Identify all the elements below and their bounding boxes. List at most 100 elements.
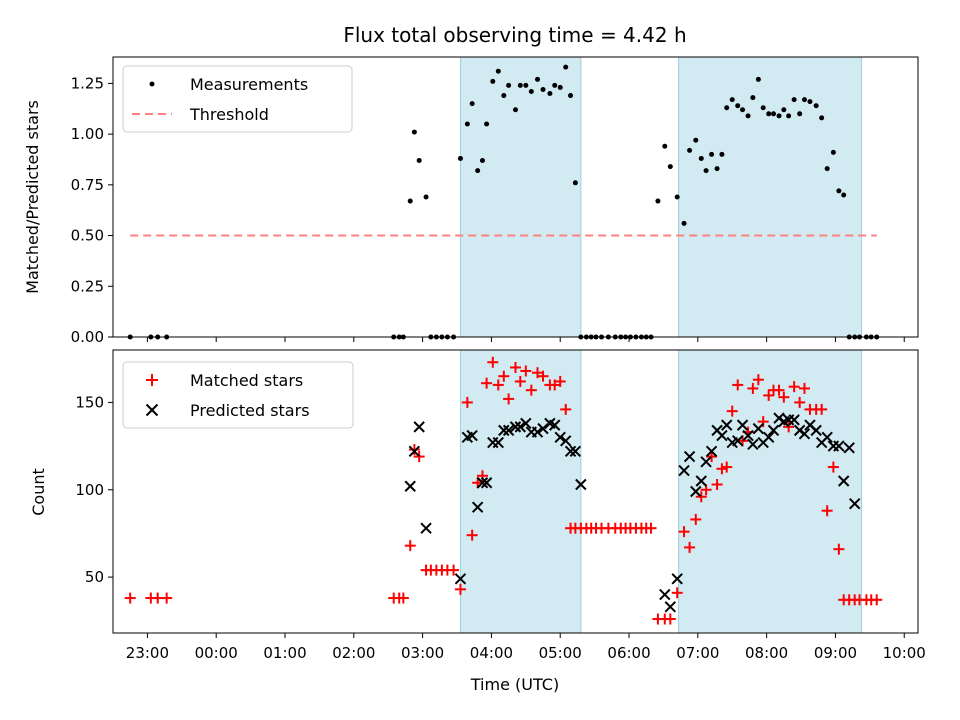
matched-star-point (695, 491, 707, 503)
y-tick-label: 0.00 (71, 328, 104, 346)
y-tick-label: 0.75 (71, 176, 104, 194)
measurement-point (693, 137, 699, 143)
measurement-point (423, 194, 429, 200)
matched-star-point (397, 592, 409, 604)
matched-star-point (487, 356, 499, 368)
matched-star-point (554, 375, 566, 387)
matched-star-point (408, 444, 420, 456)
legend-label-predicted: Predicted stars (190, 401, 310, 420)
measurement-point (750, 95, 756, 101)
predicted-star-point (732, 435, 744, 447)
measurement-point (813, 103, 819, 109)
matched-star-point (520, 365, 532, 377)
measurement-point (475, 168, 481, 174)
measurement-point (528, 88, 534, 94)
predicted-star-point (762, 431, 775, 444)
matched-star-point (816, 403, 828, 415)
predicted-star-point (476, 477, 489, 489)
matched-star-point (732, 379, 744, 391)
measurement-point (807, 99, 813, 105)
predicted-star-point (721, 419, 733, 431)
bottom-y-axis-label: Count (29, 468, 48, 516)
predicted-star-point (575, 478, 587, 491)
legend-marker-matched (146, 374, 158, 386)
measurement-point (771, 111, 777, 117)
x-tick-label: 02:00 (332, 644, 375, 662)
measurement-point (781, 107, 787, 113)
x-tick-label: 03:00 (401, 644, 444, 662)
measurement-point (464, 121, 470, 127)
measurement-point (836, 188, 842, 194)
measurement-point (791, 97, 797, 103)
predicted-star-point (678, 464, 690, 477)
measurement-point (841, 192, 847, 198)
predicted-star-point (664, 601, 677, 613)
measurement-point (703, 168, 709, 174)
measurement-point (766, 111, 772, 117)
predicted-star-point (480, 477, 493, 489)
matched-star-point (757, 416, 769, 428)
chart-title: Flux total observing time = 4.42 h (343, 23, 686, 47)
predicted-star-point (514, 421, 527, 433)
x-tick-label: 06:00 (607, 644, 650, 662)
matched-star-point (664, 613, 676, 625)
measurement-point (745, 113, 751, 119)
measurement-point (416, 157, 422, 163)
matched-star-point (684, 541, 696, 553)
matched-star-point (671, 587, 683, 599)
matched-star-point (466, 529, 478, 541)
measurement-point (729, 97, 735, 103)
matched-star-point (549, 379, 561, 391)
measurement-point (667, 164, 673, 170)
predicted-star-point (810, 424, 822, 437)
matched-star-point (690, 513, 702, 525)
measurement-point (824, 166, 830, 172)
predicted-star-point (554, 431, 566, 444)
predicted-star-point (492, 436, 505, 449)
matched-star-point (498, 370, 510, 382)
predicted-star-point (502, 424, 515, 437)
predicted-star-point (404, 480, 416, 492)
measurement-point (760, 105, 766, 111)
matched-star-point (645, 522, 657, 534)
measurement-point (490, 78, 496, 84)
bottom-legend: Matched stars Predicted stars (122, 361, 354, 429)
legend-label-measurements: Measurements (190, 75, 308, 94)
x-tick-label: 04:00 (470, 644, 513, 662)
matched-star-point (461, 396, 473, 408)
bottom-panel: 23:00 00:00 01:00 02:00 03:00 04:00 05:00 06:00… (29, 349, 926, 694)
predicted-star-point (564, 445, 577, 458)
measurement-point (411, 129, 417, 135)
top-panel-frame (112, 56, 919, 338)
predicted-star-point (520, 417, 532, 430)
matched-star-point (726, 405, 738, 417)
predicted-star-point (837, 475, 850, 487)
predicted-star-point (471, 501, 484, 513)
matched-star-point (525, 384, 537, 396)
predicted-star-point (413, 421, 425, 433)
matched-star-point (821, 505, 833, 517)
predicted-star-point (549, 419, 561, 431)
legend-label-matched: Matched stars (190, 371, 303, 390)
predicted-star-point (736, 419, 749, 431)
x-tick-label: 23:00 (126, 644, 169, 662)
predicted-star-point (408, 445, 421, 458)
predicted-star-point (531, 426, 544, 438)
matched-star-point (448, 564, 460, 576)
y-tick-label: 50 (85, 568, 104, 586)
y-tick-label: 100 (75, 481, 104, 499)
matched-star-point (124, 592, 136, 604)
x-tick-label: 01:00 (263, 644, 306, 662)
predicted-star-point (798, 428, 811, 440)
measurement-point (540, 86, 546, 92)
x-axis-label: Time (UTC) (470, 675, 559, 694)
observing-window-band (459, 349, 582, 634)
matched-star-point (678, 526, 690, 538)
matched-star-point (514, 375, 526, 387)
predicted-star-point (466, 429, 478, 442)
matched-star-point (711, 479, 723, 491)
predicted-star-point (537, 422, 549, 435)
observing-window-band (459, 56, 582, 338)
matched-star-point (161, 592, 173, 604)
measurement-point (501, 93, 507, 99)
